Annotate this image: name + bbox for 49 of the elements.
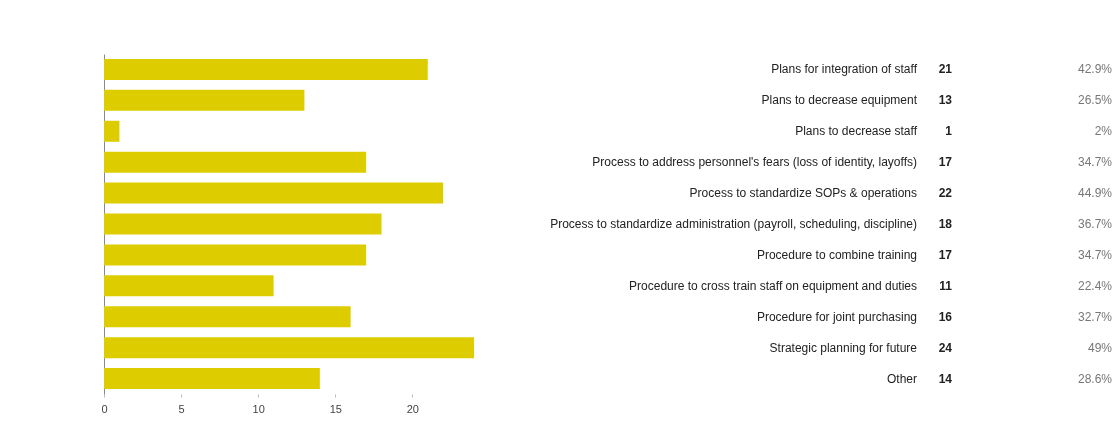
text: 32.7% — [1077, 309, 1113, 324]
data-label: 18 — [938, 217, 953, 231]
data-label: 22 — [938, 186, 953, 201]
data-label: 24 — [938, 340, 953, 355]
x-tick-label: 5 — [178, 402, 185, 415]
data-label: 11 — [939, 278, 953, 293]
data-label: 17 — [938, 155, 953, 170]
x-tick-label: 10 — [252, 402, 265, 415]
data-label: 21 — [938, 62, 953, 77]
text: 34.7% — [1077, 155, 1113, 170]
text: 44.9% — [1077, 186, 1113, 201]
bar — [104, 58, 428, 80]
bar — [104, 306, 351, 328]
bar — [104, 337, 474, 359]
bar — [104, 368, 320, 390]
y-tick-label: Procedure to cross train staff on equipment and duties — [629, 278, 917, 293]
y-tick-label: Procedure to combine training — [756, 247, 917, 262]
bar — [104, 275, 274, 297]
data-label: 17 — [938, 247, 953, 262]
bar — [104, 151, 367, 173]
y-tick-label: Plans for integration of staff — [771, 62, 918, 77]
y-tick-label: Plans to decrease equipment — [761, 93, 918, 108]
y-tick-label: Process to standardize SOPs & operations — [689, 186, 917, 201]
text: 22.4% — [1077, 278, 1113, 293]
data-label: 1 — [945, 124, 953, 139]
y-tick-label: Process to standardize administration (payroll, scheduling, discipline) — [550, 217, 917, 231]
x-tick-label: 0 — [101, 402, 108, 415]
bar — [104, 244, 367, 266]
y-tick-label: Process to address personnel's fears (loss of identity, layoffs) — [592, 155, 917, 170]
y-tick-label: Plans to decrease staff — [795, 124, 918, 139]
x-tick-label: 15 — [329, 402, 342, 415]
text: 26.5% — [1077, 93, 1113, 108]
y-tick-label: Procedure for joint purchasing — [756, 309, 917, 324]
y-tick-label: Other — [886, 371, 917, 386]
bar — [104, 213, 382, 235]
bar — [104, 89, 305, 111]
data-label: 14 — [938, 371, 953, 386]
text: 49% — [1087, 340, 1113, 355]
bar — [104, 182, 444, 204]
data-label: 13 — [938, 93, 953, 108]
bar — [104, 120, 120, 142]
text: 34.7% — [1077, 247, 1113, 262]
text: 28.6% — [1077, 371, 1113, 386]
text: 42.9% — [1077, 62, 1113, 77]
data-label: 16 — [938, 309, 953, 324]
text: 2% — [1094, 124, 1113, 139]
y-tick-label: Strategic planning for future — [769, 340, 918, 355]
text: 36.7% — [1077, 217, 1113, 231]
x-tick-label: 20 — [406, 402, 419, 415]
